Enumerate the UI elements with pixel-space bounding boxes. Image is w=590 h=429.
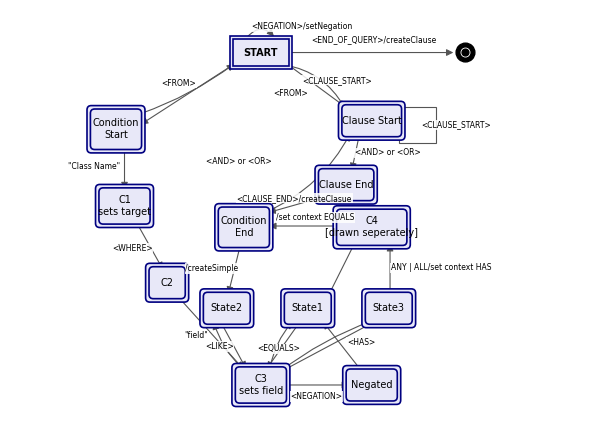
Text: C1
sets target: C1 sets target [98,195,151,217]
FancyBboxPatch shape [233,39,289,66]
FancyBboxPatch shape [90,109,142,149]
FancyBboxPatch shape [336,209,407,245]
Text: Clause Start: Clause Start [342,116,402,126]
FancyBboxPatch shape [99,188,150,224]
Text: <HAS>: <HAS> [347,338,375,347]
FancyBboxPatch shape [284,292,331,324]
FancyBboxPatch shape [319,169,374,201]
FancyBboxPatch shape [343,366,401,405]
FancyBboxPatch shape [146,263,189,302]
FancyBboxPatch shape [235,367,287,403]
FancyBboxPatch shape [346,369,397,401]
Text: State3: State3 [373,303,405,313]
Text: State1: State1 [292,303,324,313]
Text: C2: C2 [160,278,173,288]
FancyBboxPatch shape [333,206,410,249]
Text: <CLAUSE_START>: <CLAUSE_START> [421,121,491,130]
Text: <CLAUSE_END>/createClasue: <CLAUSE_END>/createClasue [237,194,352,203]
Text: <CLAUSE_START>: <CLAUSE_START> [302,76,372,85]
Text: <NEGATION>/setNegation: <NEGATION>/setNegation [251,22,352,31]
Text: <AND> or <OR>: <AND> or <OR> [355,148,421,157]
Text: Negated: Negated [351,380,392,390]
Text: /createSimple: /createSimple [185,264,238,273]
FancyBboxPatch shape [365,292,412,324]
Circle shape [461,48,470,57]
Text: <NEGATION>: <NEGATION> [290,392,342,401]
Text: <LIKE>: <LIKE> [205,342,234,351]
FancyBboxPatch shape [87,106,145,153]
Text: ANY | ALL/set context HAS: ANY | ALL/set context HAS [391,263,491,272]
Circle shape [462,49,469,56]
Text: <END_OF_QUERY>/createClause: <END_OF_QUERY>/createClause [312,35,437,44]
Text: <WHERE>: <WHERE> [112,244,152,253]
Text: <AND> or <OR>: <AND> or <OR> [206,157,271,166]
FancyBboxPatch shape [218,207,270,248]
Text: Clause End: Clause End [319,180,373,190]
FancyBboxPatch shape [281,289,335,328]
Text: Condition
End: Condition End [221,217,267,238]
FancyBboxPatch shape [342,105,402,137]
FancyBboxPatch shape [230,36,291,69]
FancyBboxPatch shape [232,363,290,407]
FancyBboxPatch shape [149,267,185,299]
Text: <FROM>: <FROM> [162,79,196,88]
Circle shape [456,43,475,62]
FancyBboxPatch shape [215,204,273,251]
Text: "field": "field" [184,332,208,341]
Text: START: START [244,48,278,57]
Text: /set context EQUALS: /set context EQUALS [276,213,355,222]
FancyBboxPatch shape [96,184,153,227]
Text: "Class Name": "Class Name" [68,162,120,171]
FancyBboxPatch shape [315,165,377,204]
Text: C3
sets field: C3 sets field [239,374,283,396]
Text: Condition
Start: Condition Start [93,118,139,140]
Text: <EQUALS>: <EQUALS> [257,344,300,353]
FancyBboxPatch shape [204,292,250,324]
FancyBboxPatch shape [362,289,415,328]
Text: State2: State2 [211,303,243,313]
FancyBboxPatch shape [339,101,405,140]
Text: <FROM>: <FROM> [273,89,308,98]
FancyBboxPatch shape [200,289,254,328]
Text: C4
[drawn seperately]: C4 [drawn seperately] [325,217,418,238]
